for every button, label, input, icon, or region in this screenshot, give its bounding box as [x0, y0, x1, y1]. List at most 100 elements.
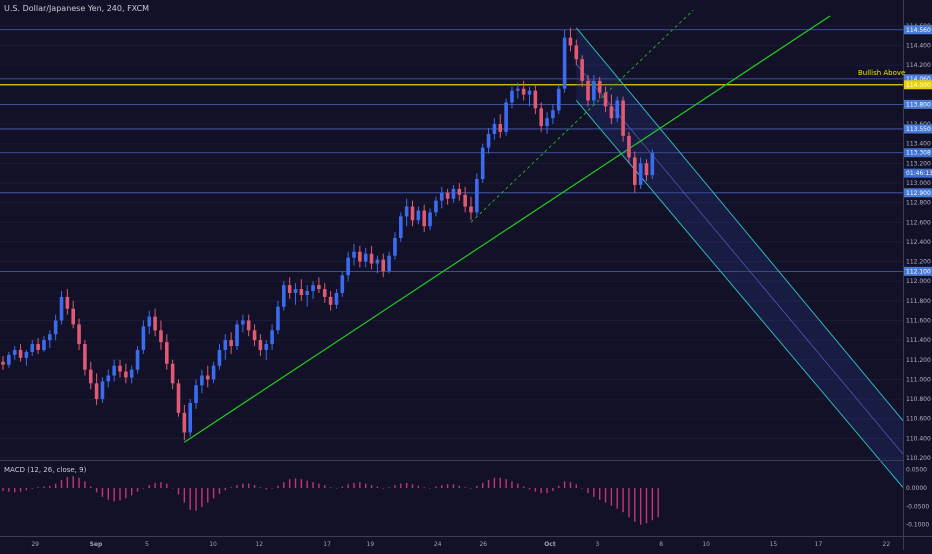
macd-bar	[464, 487, 466, 488]
macd-bar	[365, 483, 367, 488]
macd-axis[interactable]: 0.0500 0.0000 -0.0500 -0.1000	[906, 467, 929, 529]
macd-bar	[347, 484, 349, 488]
macd-bar	[546, 488, 548, 494]
macd-bar	[470, 488, 472, 489]
price-tag-box	[904, 266, 932, 276]
macd-bar	[394, 485, 396, 488]
candle-body-up	[48, 334, 52, 341]
candle-body-up	[475, 179, 479, 213]
macd-bar	[511, 481, 513, 488]
candle-body-up	[30, 344, 35, 352]
candle-body-down	[586, 80, 590, 101]
macd-tick-label: 0.0500	[906, 467, 927, 474]
candle-body-up	[7, 354, 11, 365]
candle-body-up	[135, 349, 140, 370]
time-axis[interactable]: 29 Sep 5 10 12 17 19 24 26 Oct 3 8 10 15 17 22	[31, 541, 890, 548]
candle-body-down	[533, 90, 538, 109]
candle-body-down	[182, 412, 187, 433]
macd-bar	[604, 488, 607, 503]
time-tick-label: 8	[659, 541, 663, 548]
candle-body-up	[264, 344, 269, 350]
macd-bar	[493, 477, 496, 488]
price-tag-box	[904, 188, 932, 198]
macd-bar	[2, 488, 4, 491]
macd-bar	[242, 483, 244, 488]
macd-bar	[25, 488, 28, 491]
candle-body-up	[200, 375, 204, 386]
macd-bar	[207, 488, 209, 503]
macd-bar	[66, 477, 69, 488]
candle-body-down	[457, 188, 462, 195]
macd-bar	[540, 488, 542, 494]
macd-bar	[253, 485, 256, 488]
candle-body-up	[638, 163, 643, 185]
candle-body-down	[603, 92, 608, 107]
candle-body-up	[352, 251, 356, 258]
price-tag-label: 01:46:13	[906, 170, 932, 177]
channel-fill	[576, 27, 903, 488]
candle-body-up	[492, 124, 497, 134]
price-tag-label: 114.560	[906, 27, 931, 34]
macd-bar	[417, 485, 420, 488]
macd-bar	[218, 488, 221, 494]
candle-body-down	[644, 163, 649, 176]
macd-bar	[517, 483, 519, 488]
macd-bar	[19, 488, 22, 492]
macd-bar	[628, 488, 630, 518]
price-tag-label: 114.060	[906, 76, 931, 83]
candle-body-up	[100, 381, 105, 400]
candle-body-down	[609, 106, 614, 119]
candle-body-down	[422, 210, 426, 227]
macd-bar	[101, 488, 104, 497]
price-tag-box	[904, 80, 932, 90]
candle-body-down	[521, 88, 526, 95]
candle-body-down	[252, 330, 257, 341]
candle-body-down	[597, 80, 602, 93]
candle-body-up	[276, 306, 280, 331]
candle-body-down	[246, 320, 251, 331]
macd-bar	[370, 485, 373, 488]
macd-bar	[212, 488, 215, 499]
time-tick-label: 12	[255, 541, 263, 548]
time-tick-label: 10	[702, 541, 710, 548]
regression-channel	[575, 27, 904, 488]
candle-body-down	[568, 37, 573, 46]
candle-body-up	[375, 259, 380, 264]
candle-body-down	[358, 251, 362, 262]
time-tick-label: 26	[479, 541, 487, 548]
candle-body-up	[305, 291, 309, 295]
candle-body-up	[545, 118, 549, 127]
candle-body-up	[556, 88, 561, 111]
macd-bar	[37, 487, 39, 488]
candle-body-down	[410, 206, 415, 221]
macd-bar	[482, 482, 484, 488]
time-tick-label: 3	[595, 541, 599, 548]
symbol-title: U.S. Dollar/Japanese Yen, 240, FXCM	[4, 4, 149, 13]
macd-bar	[294, 478, 297, 488]
macd-bar	[177, 488, 180, 495]
macd-bar	[335, 488, 338, 489]
candle-body-up	[363, 253, 368, 262]
price-tag-label: 113.550	[906, 126, 931, 133]
candle-body-up	[434, 200, 438, 213]
macd-bar	[248, 483, 250, 488]
macd-bar	[160, 482, 162, 488]
time-tick-label: 17	[323, 541, 331, 548]
price-tick-label: 111.600	[906, 317, 931, 324]
macd-bar	[657, 488, 659, 518]
candle-body-down	[621, 100, 625, 136]
candle-body-down	[381, 259, 386, 272]
candle-body-up	[194, 385, 198, 403]
candle-body-up	[650, 152, 655, 176]
macd-pane	[2, 476, 659, 525]
candle-body-down	[317, 285, 321, 290]
macd-bar	[499, 477, 501, 488]
bullish-above-label: Bullish Above	[858, 69, 905, 77]
horizontal-levels	[0, 29, 903, 272]
macd-bar	[324, 485, 326, 488]
time-tick-label: 29	[31, 541, 39, 548]
candle-body-down	[83, 344, 87, 370]
